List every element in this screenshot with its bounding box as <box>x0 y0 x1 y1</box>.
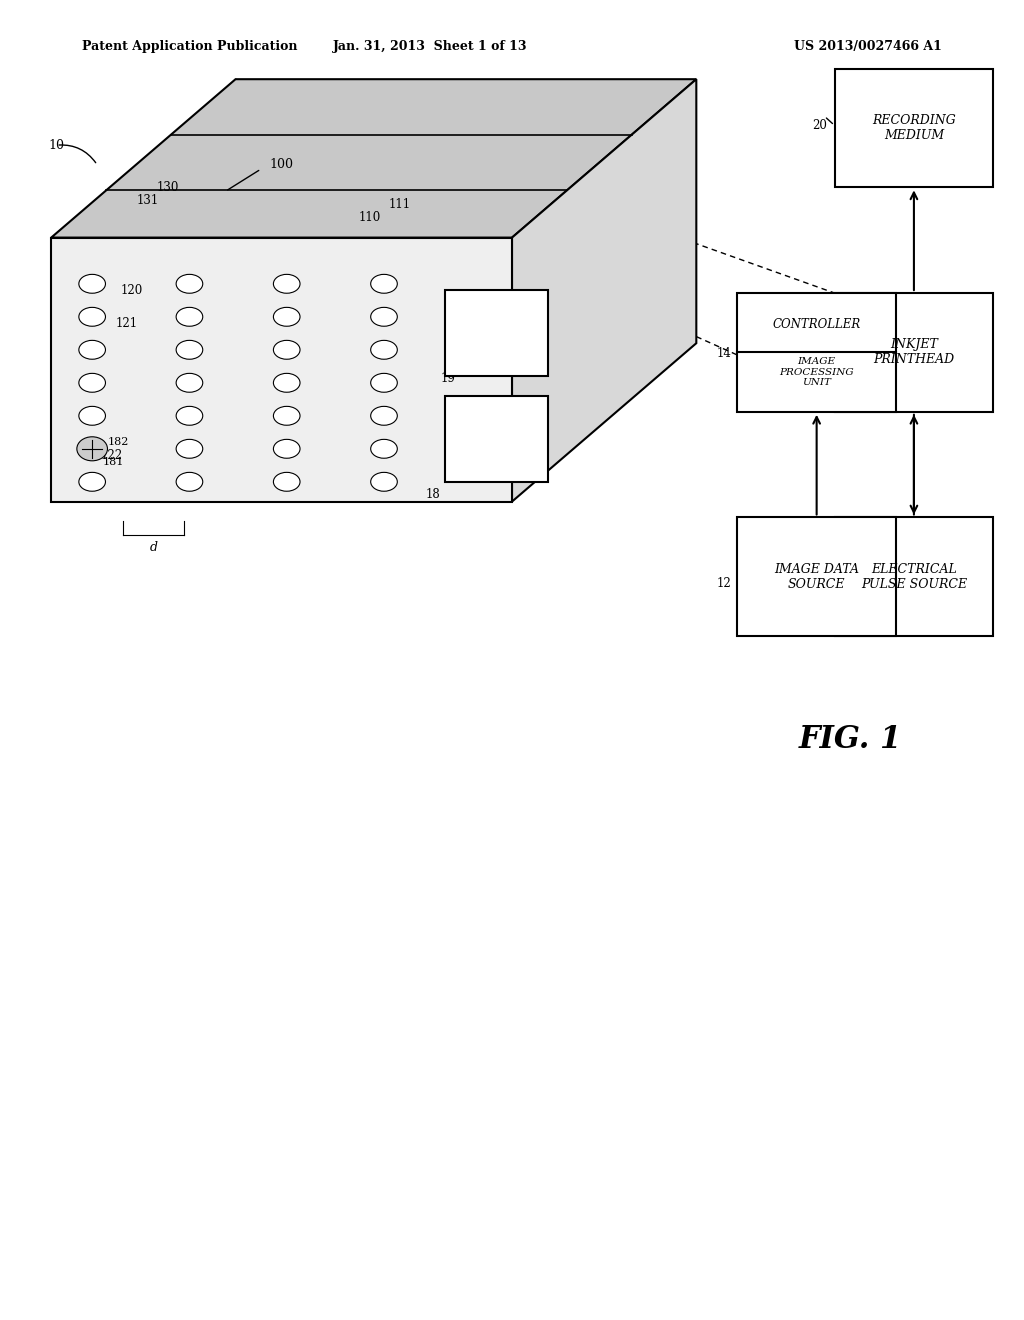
Polygon shape <box>51 79 696 238</box>
Text: 19: 19 <box>440 372 456 385</box>
Bar <box>445 396 548 482</box>
Text: 121: 121 <box>116 317 138 330</box>
Text: 111: 111 <box>389 198 412 211</box>
Ellipse shape <box>176 407 203 425</box>
Ellipse shape <box>79 275 105 293</box>
Ellipse shape <box>176 473 203 491</box>
Text: CONTROLLER: CONTROLLER <box>772 318 861 331</box>
Text: INKJET
PRINTHEAD: INKJET PRINTHEAD <box>873 338 954 367</box>
Ellipse shape <box>371 308 397 326</box>
Ellipse shape <box>273 308 300 326</box>
Text: IMAGE DATA
SOURCE: IMAGE DATA SOURCE <box>774 562 859 591</box>
Text: 15: 15 <box>903 376 919 389</box>
Text: Patent Application Publication: Patent Application Publication <box>82 40 297 53</box>
Ellipse shape <box>77 437 108 461</box>
Ellipse shape <box>371 473 397 491</box>
Ellipse shape <box>79 308 105 326</box>
Ellipse shape <box>79 473 105 491</box>
Text: 12: 12 <box>717 577 731 590</box>
Text: 130: 130 <box>157 181 179 194</box>
Bar <box>737 293 896 412</box>
Text: IMAGE
PROCESSING
UNIT: IMAGE PROCESSING UNIT <box>779 358 854 387</box>
Ellipse shape <box>371 341 397 359</box>
Bar <box>737 517 896 636</box>
Bar <box>445 290 548 376</box>
Ellipse shape <box>273 275 300 293</box>
Text: FIG. 1: FIG. 1 <box>799 723 901 755</box>
Text: FIRST
FLUID
SOURCE: FIRST FLUID SOURCE <box>474 424 519 454</box>
Text: 16: 16 <box>812 577 827 590</box>
Text: SECOND
FLUID
SOURCE: SECOND FLUID SOURCE <box>474 318 519 348</box>
Text: 100: 100 <box>269 158 294 172</box>
Bar <box>835 69 993 187</box>
Ellipse shape <box>371 374 397 392</box>
Ellipse shape <box>371 275 397 293</box>
Ellipse shape <box>273 341 300 359</box>
Ellipse shape <box>79 440 105 458</box>
Ellipse shape <box>176 440 203 458</box>
Text: ELECTRICAL
PULSE SOURCE: ELECTRICAL PULSE SOURCE <box>861 562 967 591</box>
Text: 18: 18 <box>426 488 440 502</box>
Text: 20: 20 <box>812 119 827 132</box>
Ellipse shape <box>273 440 300 458</box>
Ellipse shape <box>273 407 300 425</box>
Ellipse shape <box>79 374 105 392</box>
Ellipse shape <box>176 374 203 392</box>
Ellipse shape <box>273 473 300 491</box>
Ellipse shape <box>176 308 203 326</box>
Ellipse shape <box>371 440 397 458</box>
Text: 182: 182 <box>108 437 129 447</box>
Ellipse shape <box>176 341 203 359</box>
Ellipse shape <box>176 275 203 293</box>
Text: 100: 100 <box>805 350 827 363</box>
Polygon shape <box>512 79 696 502</box>
Ellipse shape <box>79 341 105 359</box>
Bar <box>835 293 993 412</box>
Ellipse shape <box>273 374 300 392</box>
Text: 14: 14 <box>716 347 731 360</box>
Text: Jan. 31, 2013  Sheet 1 of 13: Jan. 31, 2013 Sheet 1 of 13 <box>333 40 527 53</box>
Text: 122: 122 <box>100 449 123 462</box>
Text: 181: 181 <box>102 457 124 467</box>
Text: 131: 131 <box>136 194 159 207</box>
Text: 132: 132 <box>497 317 519 330</box>
Text: RECORDING
MEDIUM: RECORDING MEDIUM <box>872 114 955 143</box>
Text: 10: 10 <box>48 139 65 152</box>
Polygon shape <box>51 238 512 502</box>
Text: 110: 110 <box>358 211 381 224</box>
Text: d: d <box>150 541 158 554</box>
Text: US 2013/0027466 A1: US 2013/0027466 A1 <box>795 40 942 53</box>
Ellipse shape <box>79 407 105 425</box>
Text: 120: 120 <box>121 284 143 297</box>
Bar <box>835 517 993 636</box>
Ellipse shape <box>371 407 397 425</box>
